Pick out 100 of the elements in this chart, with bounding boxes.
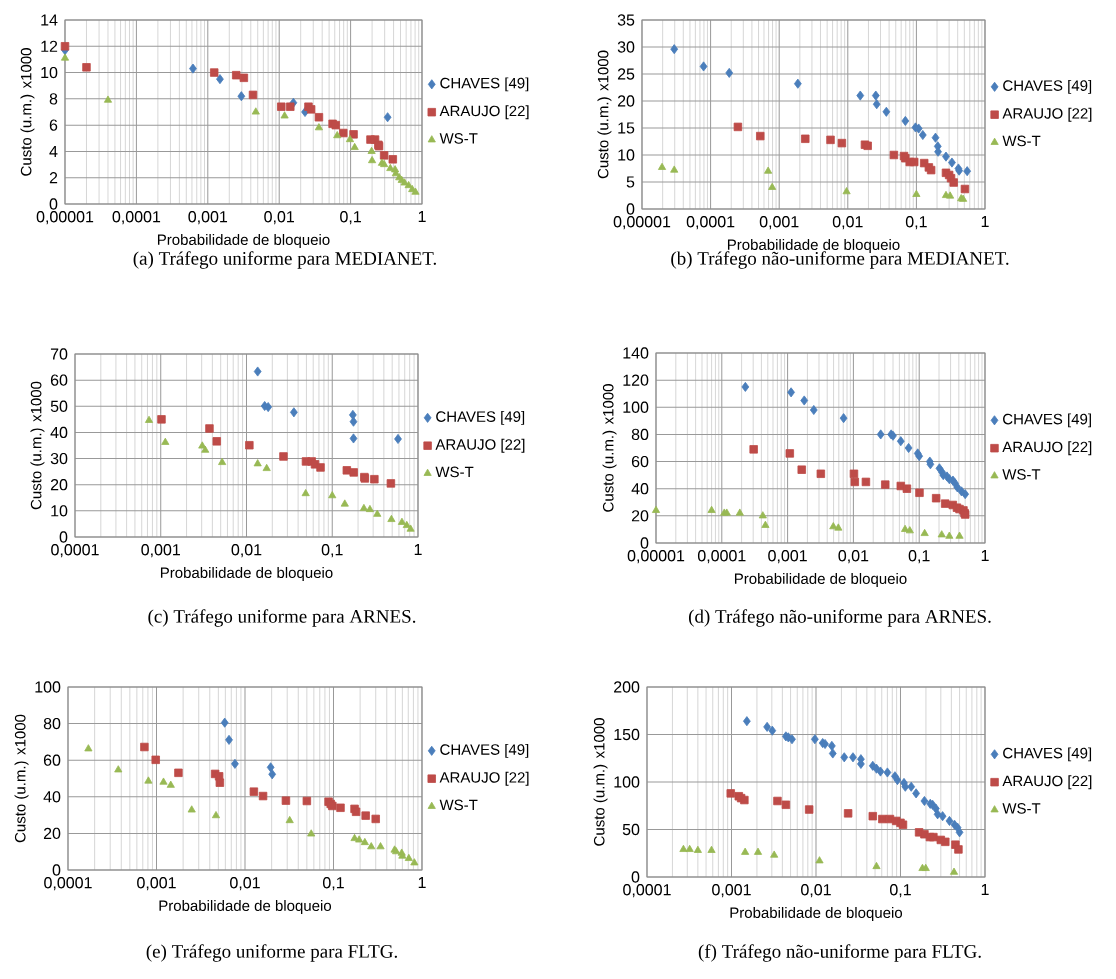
y-tick-label: 40 — [43, 791, 61, 803]
y-axis-title: Custo (u.m.) x1000 — [597, 50, 612, 179]
x-tick-label: 0,0001 — [697, 550, 746, 564]
y-tick-label: 60 — [43, 754, 61, 766]
y-tick-label: 40 — [50, 426, 68, 439]
y-tick-label: 30 — [50, 452, 68, 465]
y-tick-label: 14 — [41, 14, 58, 26]
legend-label: CHAVES [49] — [1003, 747, 1092, 762]
legend-label: WS-T — [1002, 135, 1041, 147]
legend-label: CHAVES [49] — [1003, 79, 1092, 94]
legend-label: CHAVES [49] — [436, 410, 525, 425]
y-tick-label: 20 — [617, 95, 635, 107]
y-tick-label: 0 — [626, 203, 635, 215]
y-tick-label: 4 — [49, 145, 58, 157]
x-tick-label: 0,01 — [832, 216, 863, 230]
x-tick-label: 0,1 — [321, 544, 343, 558]
y-tick-label: 140 — [623, 347, 649, 359]
y-tick-label: 12 — [41, 40, 58, 52]
x-tick-label: 0,1 — [340, 211, 361, 225]
y-tick-label: 5 — [626, 176, 635, 188]
y-axis-title: Custo (u.m.) x1000 — [30, 381, 45, 510]
x-tick-label: 0,01 — [230, 877, 260, 891]
x-tick-label: 0,00001 — [613, 216, 671, 230]
x-tick-label: 0,00001 — [36, 211, 94, 225]
y-tick-label: 100 — [623, 401, 649, 413]
x-tick-label: 0,01 — [264, 211, 294, 225]
y-tick-label: 0 — [59, 531, 68, 543]
y-tick-label: 200 — [614, 681, 640, 693]
y-tick-label: 50 — [622, 823, 640, 836]
x-tick-label: 1 — [981, 216, 989, 228]
x-axis-title: Probabilidade de bloqueio — [734, 573, 907, 587]
legend-label: ARAUJO [22] — [435, 438, 525, 453]
text: (d) Tráfego não-uniforme para ARNES. — [688, 609, 991, 627]
x-tick-label: 0,001 — [141, 544, 180, 558]
y-tick-label: 0 — [640, 537, 649, 549]
x-tick-label: 0,1 — [905, 216, 927, 230]
x-tick-label: 0,0001 — [44, 877, 92, 891]
x-tick-label: 0,01 — [231, 544, 262, 558]
x-tick-label: 1 — [414, 544, 422, 556]
x-tick-label: 1 — [981, 884, 989, 896]
x-tick-label: 0,001 — [768, 550, 807, 564]
y-tick-label: 10 — [51, 505, 68, 517]
y-tick-label: 10 — [618, 149, 635, 161]
legend-label: ARAUJO [22] — [439, 771, 529, 786]
y-axis-title: Custo (u.m.) x1000 — [14, 714, 29, 843]
y-axis-title: Custo (u.m.) x1000 — [602, 384, 617, 512]
x-axis-title: Probabilidade de bloqueio — [730, 907, 903, 921]
y-tick-label: 0 — [52, 864, 61, 876]
y-tick-label: 40 — [631, 483, 649, 495]
x-tick-label: 0,0001 — [686, 216, 735, 230]
legend-label: WS-T — [435, 466, 474, 478]
x-axis-title: Probabilidade de bloqueio — [160, 567, 333, 581]
y-tick-label: 0 — [631, 871, 640, 883]
x-tick-label: 0,001 — [137, 877, 176, 891]
y-tick-label: 8 — [49, 93, 58, 105]
x-tick-label: 0,01 — [838, 550, 869, 564]
y-tick-label: 60 — [631, 455, 649, 468]
text: (c) Tráfego uniforme para ARNES. — [148, 609, 416, 627]
x-tick-label: 1 — [981, 550, 989, 562]
y-tick-label: 25 — [617, 68, 635, 80]
y-tick-label: 50 — [50, 400, 68, 412]
legend-label: ARAUJO [22] — [1002, 441, 1092, 456]
y-tick-label: 10 — [41, 66, 58, 79]
x-tick-label: 0,1 — [908, 550, 930, 564]
y-tick-label: 150 — [614, 728, 640, 741]
x-tick-label: 0,0001 — [623, 884, 671, 898]
legend-label: CHAVES [49] — [440, 743, 529, 758]
x-axis-title: Probabilidade de bloqueio — [159, 900, 332, 914]
legend-label: WS-T — [439, 799, 478, 811]
x-tick-label: 1 — [418, 211, 426, 223]
legend-label: ARAUJO [22] — [1002, 775, 1092, 790]
text: (f) Tráfego não-uniforme para FLTG. — [698, 944, 981, 962]
legend-label: WS-T — [439, 133, 478, 144]
x-tick-label: 0,0001 — [51, 544, 99, 558]
legend-label: WS-T — [1002, 469, 1041, 480]
y-tick-label: 80 — [631, 428, 649, 441]
x-tick-label: 0,1 — [323, 877, 344, 891]
x-tick-label: 0,001 — [759, 216, 799, 230]
x-tick-label: 0,0001 — [112, 211, 161, 225]
y-axis-title: Custo (u.m.) x1000 — [593, 718, 608, 846]
y-tick-label: 120 — [623, 374, 649, 386]
y-tick-label: 6 — [49, 119, 58, 131]
legend-label: WS-T — [1002, 803, 1041, 814]
y-tick-label: 20 — [631, 510, 649, 522]
y-tick-label: 100 — [614, 776, 640, 788]
legend-label: ARAUJO [22] — [439, 105, 529, 120]
y-tick-label: 20 — [50, 479, 68, 491]
x-tick-label: 1 — [418, 877, 426, 889]
x-tick-label: 0,001 — [188, 211, 228, 225]
legend-label: ARAUJO [22] — [1002, 107, 1092, 122]
y-tick-label: 60 — [50, 374, 68, 386]
legend-label: CHAVES [49] — [440, 77, 529, 92]
x-axis-title: Probabilidade de bloqueio — [157, 234, 330, 248]
y-tick-label: 70 — [50, 348, 68, 360]
y-tick-label: 0 — [49, 198, 58, 210]
y-axis-title: Custo (u.m.) x1000 — [20, 48, 35, 176]
x-tick-label: 0,01 — [801, 884, 831, 898]
y-tick-label: 20 — [43, 827, 61, 840]
legend-label: CHAVES [49] — [1003, 413, 1091, 428]
y-tick-label: 30 — [617, 41, 635, 53]
